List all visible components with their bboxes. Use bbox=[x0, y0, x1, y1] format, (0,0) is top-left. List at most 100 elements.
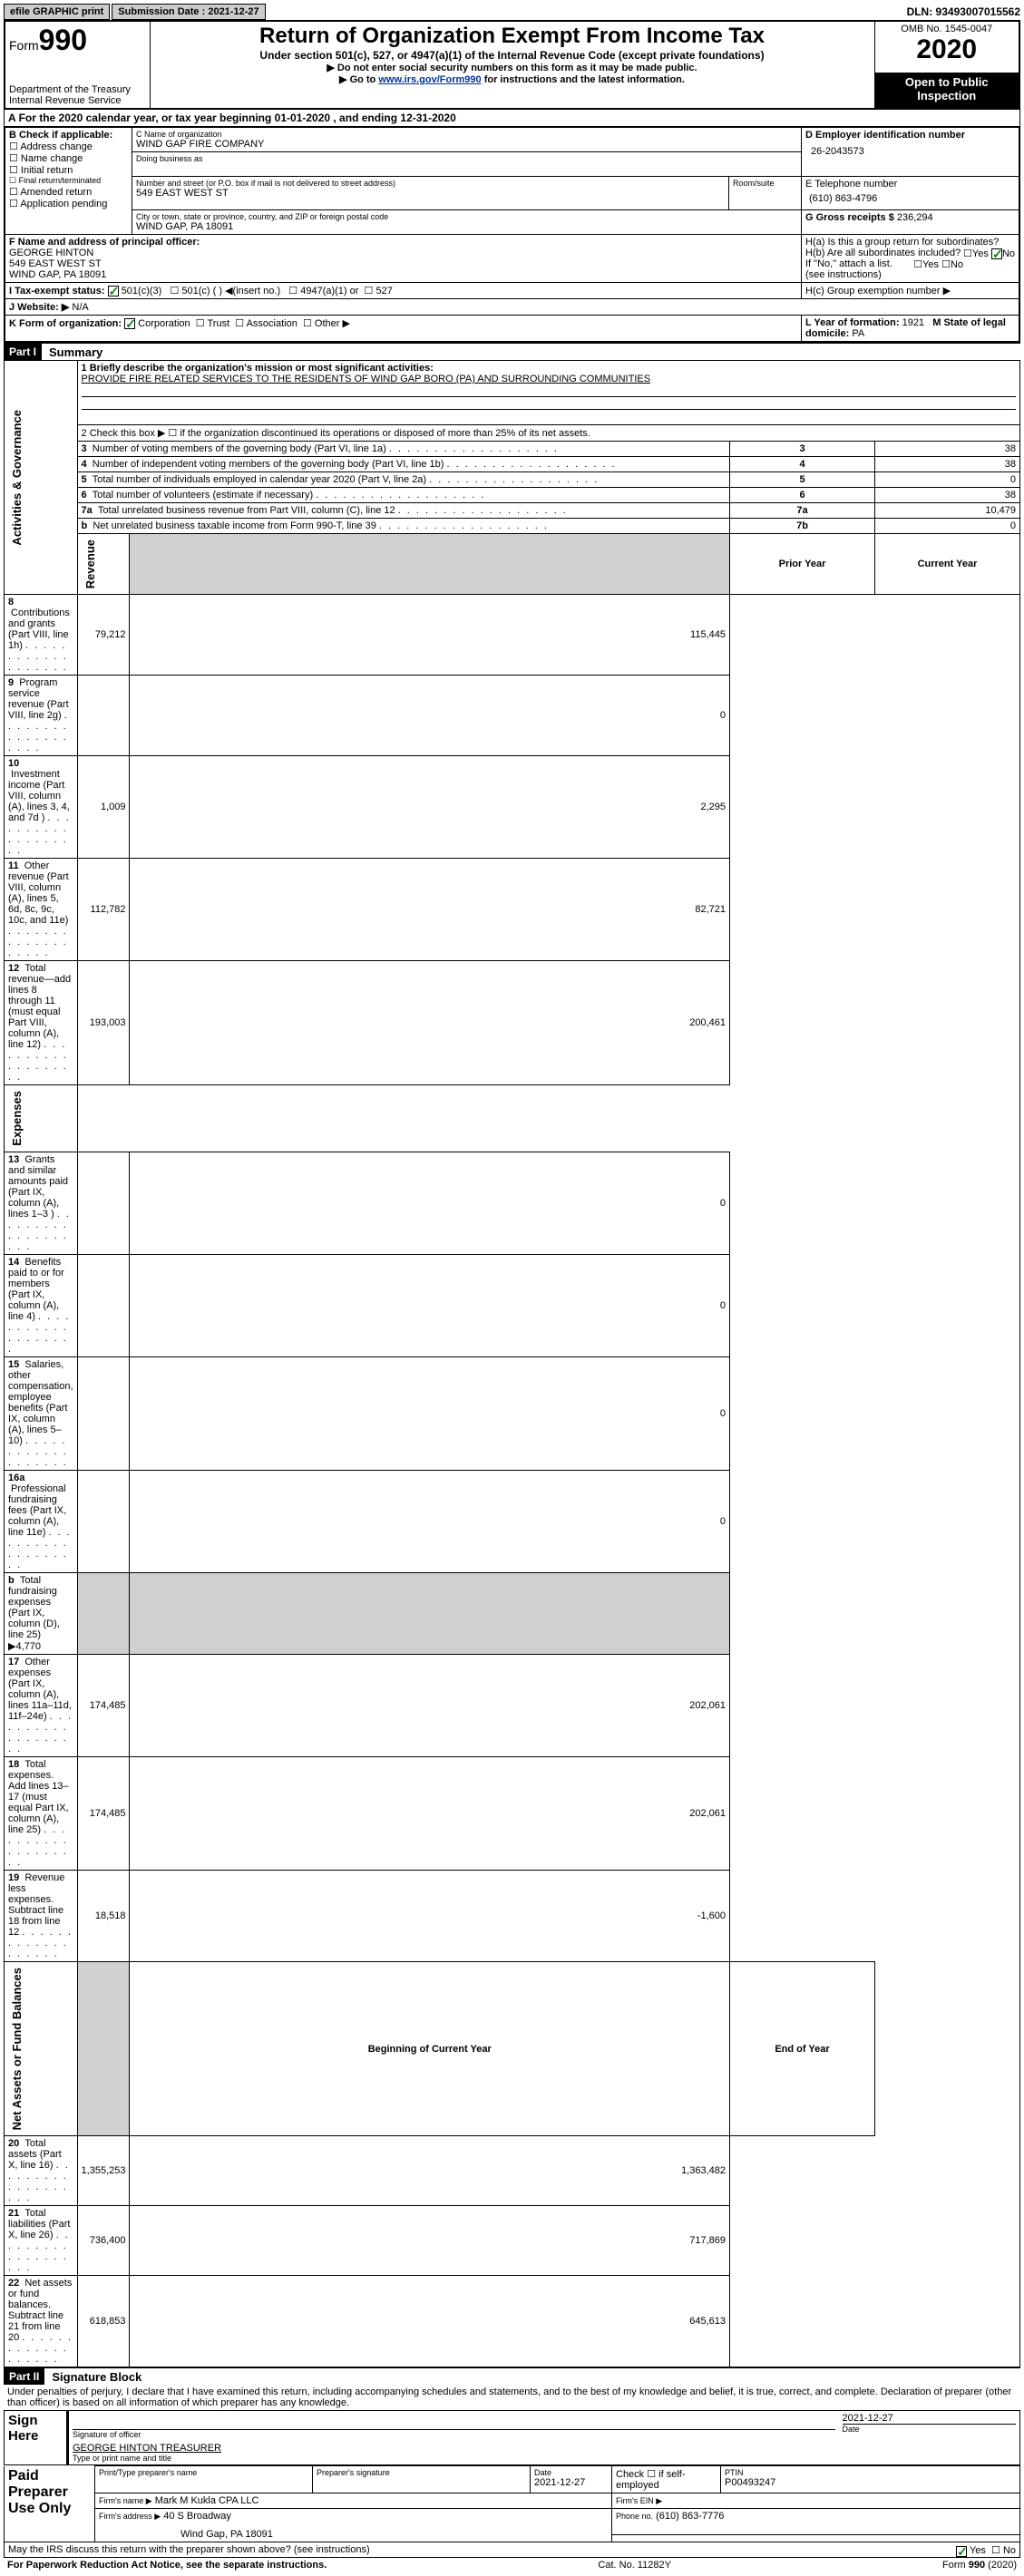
box-6: 6 bbox=[730, 488, 875, 503]
line-b: b Total fundraising expenses (Part IX, c… bbox=[5, 1573, 78, 1655]
val-7b: 0 bbox=[875, 519, 1020, 534]
cb-amended[interactable]: ☐ Amended return bbox=[9, 186, 128, 198]
blank-net-header bbox=[77, 1962, 130, 2136]
line-22: 22 Net assets or fund balances. Subtract… bbox=[5, 2276, 78, 2367]
line-7a: 7a Total unrelated business revenue from… bbox=[77, 503, 729, 519]
box-f-label: F Name and address of principal officer: bbox=[9, 237, 797, 248]
prior-14 bbox=[77, 1255, 130, 1357]
line-21: 21 Total liabilities (Part X, line 26) bbox=[5, 2206, 78, 2276]
line-17: 17 Other expenses (Part IX, column (A), … bbox=[5, 1655, 78, 1757]
ptin-label: PTIN bbox=[725, 2468, 1016, 2477]
type-print-label: Type or print name and title bbox=[73, 2454, 1016, 2463]
begin-22: 618,853 bbox=[77, 2276, 130, 2367]
omb-number: OMB No. 1545-0047 bbox=[879, 24, 1016, 34]
line-11: 11 Other revenue (Part VIII, column (A),… bbox=[5, 859, 78, 961]
part1-title: Summary bbox=[42, 345, 102, 359]
cb-address-change[interactable]: ☐ Address change bbox=[9, 141, 128, 152]
prep-date-label: Date bbox=[534, 2468, 608, 2477]
line-20: 20 Total assets (Part X, line 16) bbox=[5, 2136, 78, 2206]
paid-preparer-block: Paid Preparer Use Only Print/Type prepar… bbox=[4, 2465, 1020, 2542]
begin-21: 736,400 bbox=[77, 2206, 130, 2276]
org-name: WIND GAP FIRE COMPANY bbox=[136, 139, 797, 150]
col-current: Current Year bbox=[875, 534, 1020, 595]
box-d-label: D Employer identification number bbox=[805, 130, 1015, 141]
check-self-employed: Check ☐ if self-employed bbox=[612, 2466, 721, 2493]
officer-name: GEORGE HINTON bbox=[9, 248, 797, 258]
part1-header-row: Part I Summary bbox=[4, 343, 1020, 360]
sub-label: Submission Date : bbox=[118, 6, 205, 17]
date-label: Date bbox=[843, 2425, 1017, 2434]
val-6: 38 bbox=[875, 488, 1020, 503]
firm-ein-label: Firm's EIN ▶ bbox=[616, 2496, 662, 2505]
firm-name: Mark M Kukla CPA LLC bbox=[155, 2495, 259, 2506]
submission-btn[interactable]: Submission Date : 2021-12-27 bbox=[112, 4, 265, 20]
line-3: 3 Number of voting members of the govern… bbox=[77, 442, 729, 457]
curr-8: 115,445 bbox=[130, 595, 730, 676]
line-13: 13 Grants and similar amounts paid (Part… bbox=[5, 1152, 78, 1255]
cb-final-return[interactable]: ☐ Final return/terminated bbox=[9, 176, 128, 186]
part2-header-row: Part II Signature Block bbox=[4, 2367, 1020, 2385]
line-9: 9 Program service revenue (Part VIII, li… bbox=[5, 676, 78, 756]
cb-initial-return[interactable]: ☐ Initial return bbox=[9, 164, 128, 176]
col-end: End of Year bbox=[730, 1962, 875, 2136]
prior-16a bbox=[77, 1471, 130, 1573]
box-c-label: C Name of organization bbox=[136, 130, 797, 139]
end-20: 1,363,482 bbox=[130, 2136, 730, 2206]
sign-here-block: Sign Here Signature of officer 2021-12-2… bbox=[4, 2410, 1020, 2465]
line-14: 14 Benefits paid to or for members (Part… bbox=[5, 1255, 78, 1357]
prior-10: 1,009 bbox=[77, 756, 130, 859]
box-b-label: B Check if applicable: bbox=[9, 130, 128, 141]
curr-19: -1,600 bbox=[130, 1871, 730, 1962]
firm-addr-label: Firm's address ▶ bbox=[99, 2512, 161, 2521]
blank-rev-header bbox=[130, 534, 730, 595]
end-21: 717,869 bbox=[130, 2206, 730, 2276]
dba-label: Doing business as bbox=[136, 154, 797, 163]
firm-name-label: Firm's name ▶ bbox=[99, 2496, 152, 2505]
box-5: 5 bbox=[730, 472, 875, 488]
header-block: Form990 Department of the Treasury Inter… bbox=[4, 20, 1020, 110]
efile-btn[interactable]: efile GRAPHIC print bbox=[4, 4, 110, 20]
line-6: 6 Total number of volunteers (estimate i… bbox=[77, 488, 729, 503]
line-8: 8 Contributions and grants (Part VIII, l… bbox=[5, 595, 78, 676]
line1-val: PROVIDE FIRE RELATED SERVICES TO THE RES… bbox=[82, 374, 1016, 384]
line-15: 15 Salaries, other compensation, employe… bbox=[5, 1357, 78, 1471]
line1-label: 1 Briefly describe the organization's mi… bbox=[82, 363, 1016, 374]
row-a-tax-year: A For the 2020 calendar year, or tax yea… bbox=[5, 110, 1019, 127]
cat-no: Cat. No. 11282Y bbox=[598, 2560, 671, 2571]
discuss-row: May the IRS discuss this return with the… bbox=[4, 2542, 1020, 2558]
info-table: B Check if applicable: ☐ Address change … bbox=[5, 127, 1019, 342]
prep-date: 2021-12-27 bbox=[534, 2477, 608, 2488]
box-i-label: I Tax-exempt status: bbox=[9, 286, 105, 296]
hc-label: H(c) Group exemption number ▶ bbox=[802, 283, 1019, 299]
line-19: 19 Revenue less expenses. Subtract line … bbox=[5, 1871, 78, 1962]
tax-year: 2020 bbox=[879, 34, 1016, 65]
cb-501c3[interactable] bbox=[108, 286, 119, 296]
irs-link[interactable]: www.irs.gov/Form990 bbox=[378, 74, 481, 85]
form-number: Form990 bbox=[9, 24, 146, 57]
prior-15 bbox=[77, 1357, 130, 1471]
curr-12: 200,461 bbox=[130, 961, 730, 1085]
ha-no-check[interactable] bbox=[991, 248, 1002, 259]
part2-title: Signature Block bbox=[44, 2370, 141, 2384]
part1-header: Part I bbox=[4, 344, 42, 360]
prior-19: 18,518 bbox=[77, 1871, 130, 1962]
val-3: 38 bbox=[875, 442, 1020, 457]
footer: For Paperwork Reduction Act Notice, see … bbox=[4, 2558, 1020, 2572]
curr-9: 0 bbox=[130, 676, 730, 756]
line-18: 18 Total expenses. Add lines 13–17 (must… bbox=[5, 1757, 78, 1871]
open-to-public: Open to Public Inspection bbox=[874, 73, 1019, 109]
box-7a: 7a bbox=[730, 503, 875, 519]
firm-phone: (610) 863-7776 bbox=[656, 2511, 724, 2522]
sub-date: 2021-12-27 bbox=[208, 6, 258, 17]
ptin: P00493247 bbox=[725, 2477, 1016, 2488]
line-4: 4 Number of independent voting members o… bbox=[77, 457, 729, 472]
sig-date: 2021-12-27 bbox=[843, 2413, 1017, 2424]
part1-table: Activities & Governance 1 Briefly descri… bbox=[4, 360, 1020, 2367]
prior-13 bbox=[77, 1152, 130, 1255]
ein: 26-2043573 bbox=[805, 141, 1015, 162]
discuss-yes[interactable] bbox=[956, 2546, 967, 2557]
cb-name-change[interactable]: ☐ Name change bbox=[9, 152, 128, 164]
cb-corp[interactable] bbox=[124, 318, 135, 329]
cb-app-pending[interactable]: ☐ Application pending bbox=[9, 198, 128, 209]
val-7a: 10,479 bbox=[875, 503, 1020, 519]
